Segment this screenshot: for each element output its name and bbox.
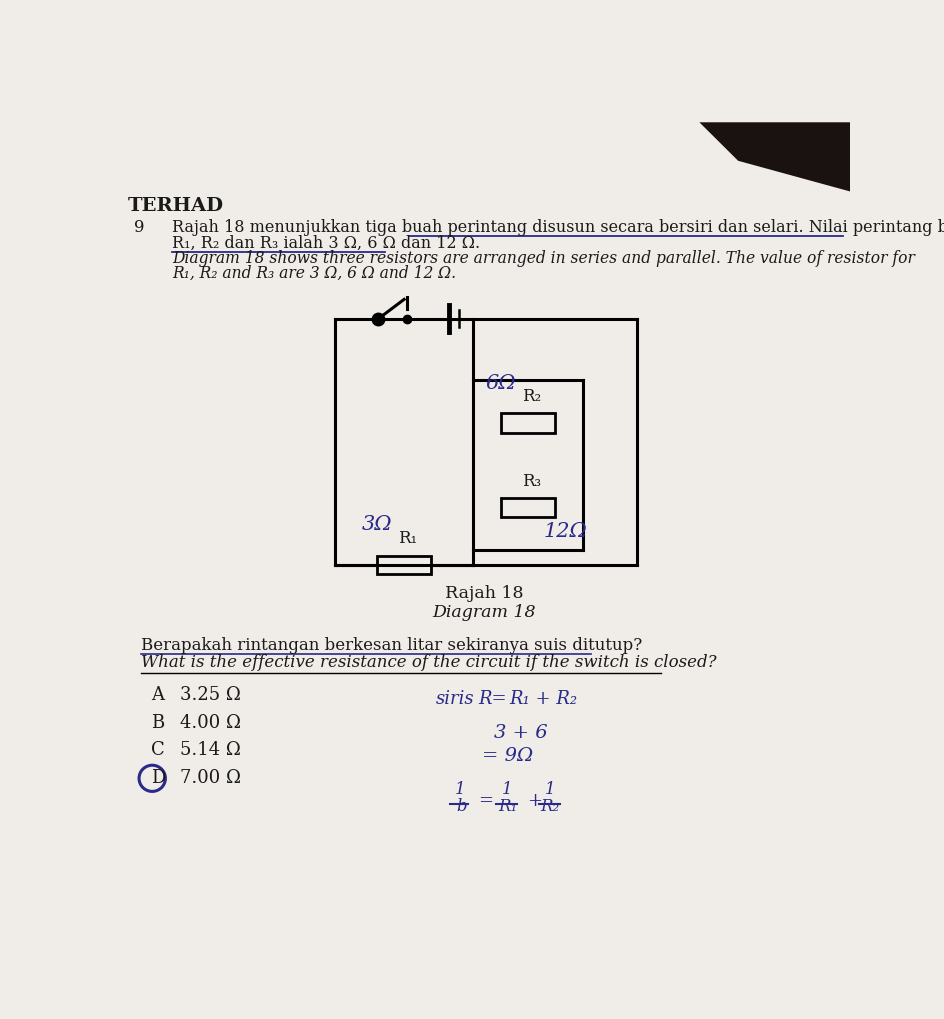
Text: +: + xyxy=(527,792,542,810)
Text: R₁: R₁ xyxy=(497,799,516,815)
Text: What is the effective resistance of the circuit if the switch is closed?: What is the effective resistance of the … xyxy=(142,654,716,672)
Text: Rajah 18 menunjukkan tiga buah perintang disusun secara bersiri dan selari. Nila: Rajah 18 menunjukkan tiga buah perintang… xyxy=(172,219,944,235)
Polygon shape xyxy=(699,122,850,192)
Text: 1: 1 xyxy=(455,782,465,799)
Text: Berapakah rintangan berkesan litar sekiranya suis ditutup?: Berapakah rintangan berkesan litar sekir… xyxy=(142,637,642,654)
Text: 3 + 6: 3 + 6 xyxy=(494,725,547,742)
Text: TERHAD: TERHAD xyxy=(127,197,224,215)
Text: 1: 1 xyxy=(544,782,554,799)
Text: 5.14 Ω: 5.14 Ω xyxy=(180,741,241,759)
Text: =: = xyxy=(478,792,493,810)
Text: b: b xyxy=(456,799,466,815)
Text: R₂: R₂ xyxy=(540,799,559,815)
Text: 6Ω: 6Ω xyxy=(485,374,515,392)
Text: Diagram 18: Diagram 18 xyxy=(431,603,535,621)
Text: R₃: R₃ xyxy=(521,473,541,490)
Bar xyxy=(377,555,430,575)
Bar xyxy=(500,414,555,433)
Text: 3.25 Ω: 3.25 Ω xyxy=(180,686,241,704)
Text: 3Ω: 3Ω xyxy=(362,515,392,534)
Text: A: A xyxy=(150,686,163,704)
Text: D: D xyxy=(150,769,165,787)
Text: B: B xyxy=(150,713,163,732)
Text: 4.00 Ω: 4.00 Ω xyxy=(180,713,241,732)
Text: Rajah 18: Rajah 18 xyxy=(445,585,523,602)
Text: R₁: R₁ xyxy=(397,531,416,547)
Text: C: C xyxy=(150,741,164,759)
Text: siris: siris xyxy=(435,690,474,707)
Text: R₂: R₂ xyxy=(521,388,541,405)
Text: 9: 9 xyxy=(133,219,144,236)
Text: R=: R= xyxy=(478,690,507,707)
Text: 12Ω: 12Ω xyxy=(543,522,587,540)
Text: 7.00 Ω: 7.00 Ω xyxy=(180,769,241,787)
Bar xyxy=(500,498,555,518)
Text: R₁, R₂ dan R₃ ialah 3 Ω, 6 Ω dan 12 Ω.: R₁, R₂ dan R₃ ialah 3 Ω, 6 Ω dan 12 Ω. xyxy=(172,234,480,252)
Text: = 9Ω: = 9Ω xyxy=(481,747,533,765)
Text: R₁ + R₂: R₁ + R₂ xyxy=(509,690,577,707)
Text: 1: 1 xyxy=(501,782,512,799)
Text: Diagram 18 shows three resistors are arranged in series and parallel. The value : Diagram 18 shows three resistors are arr… xyxy=(172,251,915,267)
Text: R₁, R₂ and R₃ are 3 Ω, 6 Ω and 12 Ω.: R₁, R₂ and R₃ are 3 Ω, 6 Ω and 12 Ω. xyxy=(172,265,456,282)
